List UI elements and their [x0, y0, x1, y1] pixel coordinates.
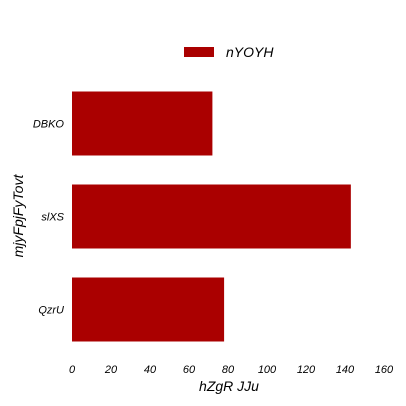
- category-label: slXS: [41, 212, 64, 224]
- x-tick-label: 80: [222, 364, 235, 376]
- category-label: DBKO: [33, 119, 65, 131]
- legend-swatch: [184, 47, 214, 57]
- y-axis-title: mjyFpjFyTovt: [10, 174, 26, 258]
- x-tick-label: 160: [375, 364, 394, 376]
- x-tick-labels: 0 20 40 60 80 100 120 140 160: [69, 364, 394, 376]
- x-tick-label: 120: [297, 364, 316, 376]
- x-axis-title: hZgR JJu: [199, 378, 259, 394]
- bar-qzru: [72, 277, 225, 342]
- bar-slxs: [72, 184, 351, 249]
- x-tick-label: 40: [144, 364, 157, 376]
- category-label: QzrU: [38, 305, 64, 317]
- legend-label: nYOYH: [226, 44, 274, 60]
- x-tick-label: 100: [258, 364, 277, 376]
- x-tick-label: 60: [183, 364, 196, 376]
- bar-dbko: [72, 91, 213, 156]
- category-labels: DBKO slXS QzrU: [33, 119, 65, 317]
- legend: nYOYH: [184, 44, 274, 60]
- x-tick-label: 0: [69, 364, 76, 376]
- bars-group: [72, 91, 351, 342]
- x-tick-label: 140: [336, 364, 355, 376]
- x-tick-label: 20: [104, 364, 118, 376]
